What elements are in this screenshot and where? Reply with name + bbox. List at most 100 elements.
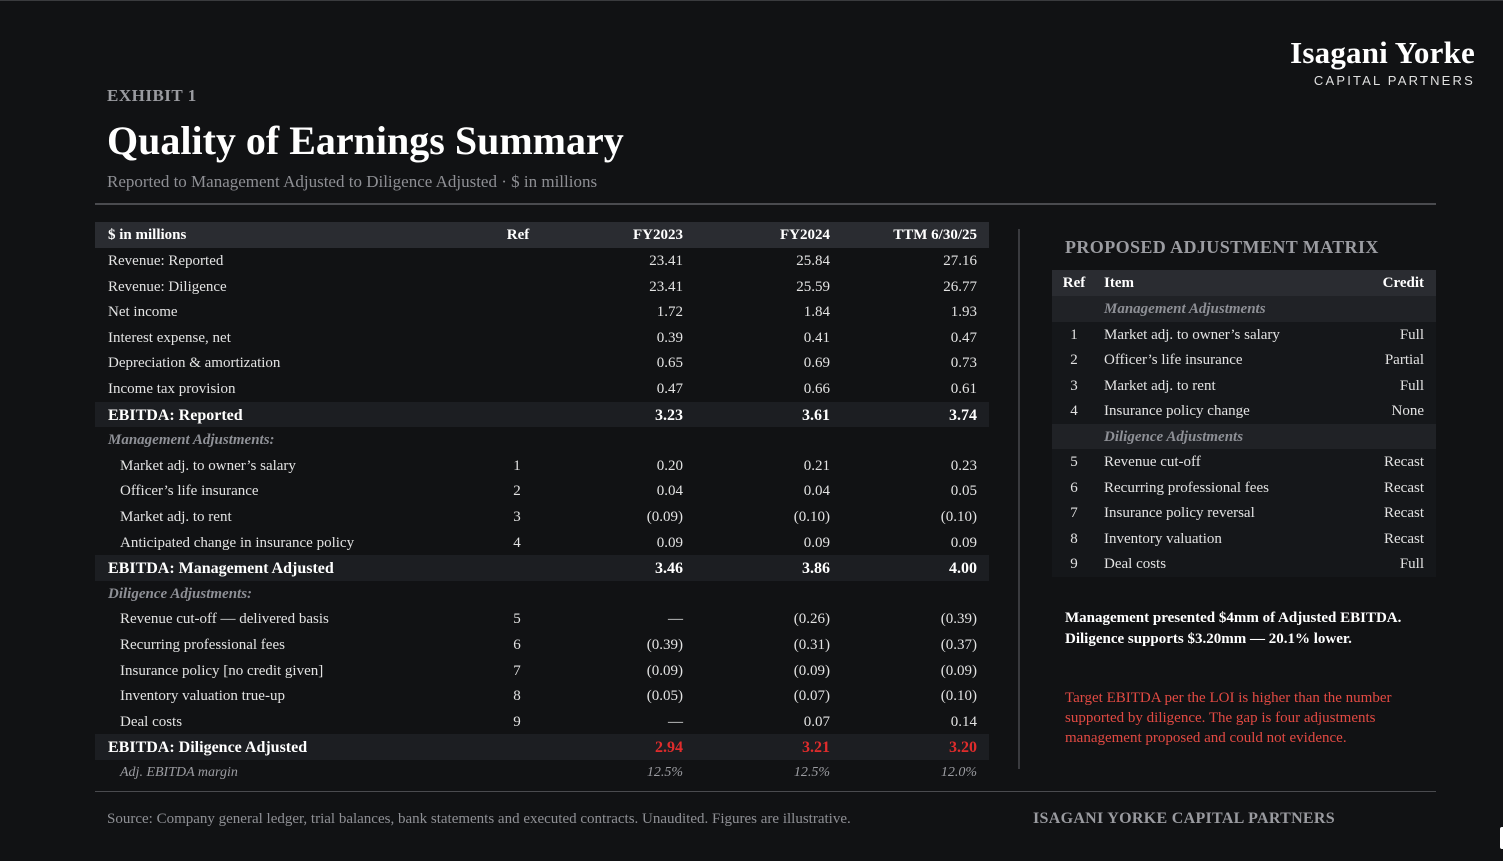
row-label: Anticipated change in insurance policy bbox=[120, 534, 355, 551]
cell-ttm: (0.10) bbox=[940, 688, 977, 705]
section-header-row: Management Adjustments: bbox=[95, 427, 989, 453]
cell-fy2024: 25.59 bbox=[796, 278, 830, 295]
matrix-ref: 3 bbox=[1070, 377, 1078, 394]
row-label: EBITDA: Management Adjusted bbox=[108, 560, 334, 578]
row-label: EBITDA: Reported bbox=[108, 406, 243, 424]
row-label: EBITDA: Diligence Adjusted bbox=[108, 739, 308, 757]
row-label: Net income bbox=[108, 304, 178, 321]
section-header-row: Diligence Adjustments: bbox=[95, 581, 989, 607]
cell-fy2023: 0.39 bbox=[656, 329, 683, 346]
matrix-row: 9 Deal costs Full bbox=[1052, 551, 1436, 577]
cell-fy2024: 12.5% bbox=[793, 764, 830, 780]
cell-fy2024: 0.21 bbox=[803, 457, 830, 474]
table-row: Revenue: Diligence 23.41 25.59 26.77 bbox=[95, 274, 989, 300]
matrix-group-row: Management Adjustments bbox=[1052, 296, 1436, 322]
brand-name: Isagani Yorke bbox=[1290, 35, 1475, 70]
key-finding: Management presented $4mm of Adjusted EB… bbox=[1065, 610, 1402, 647]
column-header: TTM 6/30/25 bbox=[893, 227, 977, 243]
cell-fy2023: (0.39) bbox=[646, 636, 683, 653]
footer-brand: ISAGANI YORKE CAPITAL PARTNERS bbox=[1033, 810, 1335, 827]
cell-fy2024: (0.10) bbox=[793, 508, 830, 525]
row-ref: 4 bbox=[513, 534, 521, 551]
matrix-credit: Recast bbox=[1384, 530, 1424, 547]
cell-ttm: (0.39) bbox=[940, 611, 977, 628]
row-label: Market adj. to rent bbox=[120, 508, 232, 525]
cell-ttm: 0.23 bbox=[950, 457, 977, 474]
cell-fy2023: (0.05) bbox=[646, 688, 683, 705]
cell-fy2023: 1.72 bbox=[656, 304, 683, 321]
cell-fy2024: 3.86 bbox=[802, 560, 830, 578]
table-row: Income tax provision 0.47 0.66 0.61 bbox=[95, 376, 989, 402]
matrix-column-header: Credit bbox=[1382, 275, 1424, 291]
row-ref: 1 bbox=[513, 457, 521, 474]
table-row: Deal costs 9 — 0.07 0.14 bbox=[95, 709, 989, 735]
cell-fy2024: 0.66 bbox=[803, 380, 830, 397]
exhibit-label: EXHIBIT 1 bbox=[107, 86, 197, 105]
ebitda-subtotal-row: EBITDA: Reported 3.23 3.61 3.74 bbox=[95, 401, 989, 428]
matrix-ref: 2 bbox=[1070, 352, 1078, 368]
matrix-row: 3 Market adj. to rent Full bbox=[1052, 372, 1436, 398]
matrix-item: Officer’s life insurance bbox=[1104, 352, 1243, 368]
row-label: Revenue: Reported bbox=[108, 253, 224, 269]
cell-fy2023: — bbox=[668, 611, 683, 628]
cell-ttm: 26.77 bbox=[943, 278, 977, 295]
matrix-ref: 8 bbox=[1070, 530, 1078, 547]
cell-fy2024: (0.07) bbox=[793, 688, 830, 705]
matrix-group-row: Diligence Adjustments bbox=[1052, 423, 1436, 449]
cell-fy2023: 12.5% bbox=[646, 764, 683, 780]
cell-ttm: 0.73 bbox=[950, 355, 977, 372]
brand-subtitle: CAPITAL PARTNERS bbox=[1313, 73, 1475, 88]
cell-fy2024: 0.69 bbox=[803, 355, 830, 372]
matrix-credit: None bbox=[1391, 403, 1425, 419]
matrix-column-header: Item bbox=[1104, 275, 1134, 291]
cell-ttm: (0.09) bbox=[940, 662, 977, 679]
table-row: Net income 1.72 1.84 1.93 bbox=[95, 299, 989, 325]
table-row: Officer’s life insurance 2 0.04 0.04 0.05 bbox=[95, 478, 989, 504]
row-label: Depreciation & amortization bbox=[108, 355, 281, 372]
ebitda-subtotal-row: EBITDA: Diligence Adjusted 2.94 3.21 3.20 bbox=[95, 734, 989, 760]
cell-ttm: 1.93 bbox=[950, 304, 977, 321]
matrix-item: Market adj. to rent bbox=[1104, 377, 1216, 394]
table-row: Market adj. to owner’s salary 1 0.20 0.21 0.… bbox=[95, 453, 989, 479]
cell-fy2024: (0.31) bbox=[793, 636, 830, 653]
matrix-row: 4 Insurance policy change None bbox=[1052, 398, 1436, 424]
cell-ttm: 0.09 bbox=[950, 534, 977, 551]
matrix-credit: Full bbox=[1399, 326, 1424, 343]
matrix-ref: 1 bbox=[1070, 326, 1078, 343]
column-header: FY2023 bbox=[633, 227, 683, 243]
matrix-header-row: Ref Item Credit bbox=[1052, 270, 1436, 296]
cell-fy2023: 23.41 bbox=[649, 253, 683, 269]
matrix-ref: 7 bbox=[1070, 505, 1078, 521]
cell-fy2024: (0.09) bbox=[793, 662, 830, 679]
table-row: Anticipated change in insurance policy 4 0… bbox=[95, 530, 989, 556]
matrix-ref: 6 bbox=[1070, 479, 1078, 496]
cell-fy2023: (0.09) bbox=[646, 508, 683, 525]
matrix-ref: 4 bbox=[1070, 403, 1078, 419]
row-ref: 9 bbox=[513, 713, 521, 730]
matrix-row: 8 Inventory valuation Recast bbox=[1052, 525, 1436, 551]
row-ref: 3 bbox=[513, 508, 521, 525]
table-row: Depreciation & amortization 0.65 0.69 0.73 bbox=[95, 350, 989, 376]
cell-fy2024: 3.61 bbox=[802, 406, 830, 424]
matrix-item: Insurance policy reversal bbox=[1104, 505, 1255, 521]
matrix-credit: Partial bbox=[1384, 352, 1424, 368]
cell-ttm: 3.20 bbox=[949, 739, 977, 757]
row-label: Insurance policy [no credit given] bbox=[120, 662, 324, 679]
cell-fy2024: 0.41 bbox=[803, 329, 830, 346]
matrix-item: Insurance policy change bbox=[1104, 403, 1250, 419]
matrix-title: PROPOSED ADJUSTMENT MATRIX bbox=[1065, 237, 1379, 257]
table-row: Market adj. to rent 3 (0.09) (0.10) (0.10) bbox=[95, 504, 989, 530]
row-label: Management Adjustments: bbox=[108, 432, 275, 449]
cell-fy2023: (0.09) bbox=[646, 662, 683, 679]
column-header: $ in millions bbox=[108, 227, 187, 243]
page-edge-marker bbox=[1500, 827, 1503, 849]
ebitda-subtotal-row: EBITDA: Management Adjusted 3.46 3.86 4.00 bbox=[95, 555, 989, 581]
page-subtitle: Reported to Management Adjusted to Dilig… bbox=[107, 172, 598, 191]
matrix-credit: Full bbox=[1399, 377, 1424, 394]
cell-ttm: (0.10) bbox=[940, 508, 977, 525]
cell-ttm: 0.47 bbox=[950, 329, 977, 346]
cell-ttm: 0.05 bbox=[950, 483, 977, 500]
row-label: Adj. EBITDA margin bbox=[120, 764, 238, 780]
source-note: Source: Company general ledger, trial ba… bbox=[107, 811, 851, 827]
row-ref: 5 bbox=[513, 611, 521, 628]
